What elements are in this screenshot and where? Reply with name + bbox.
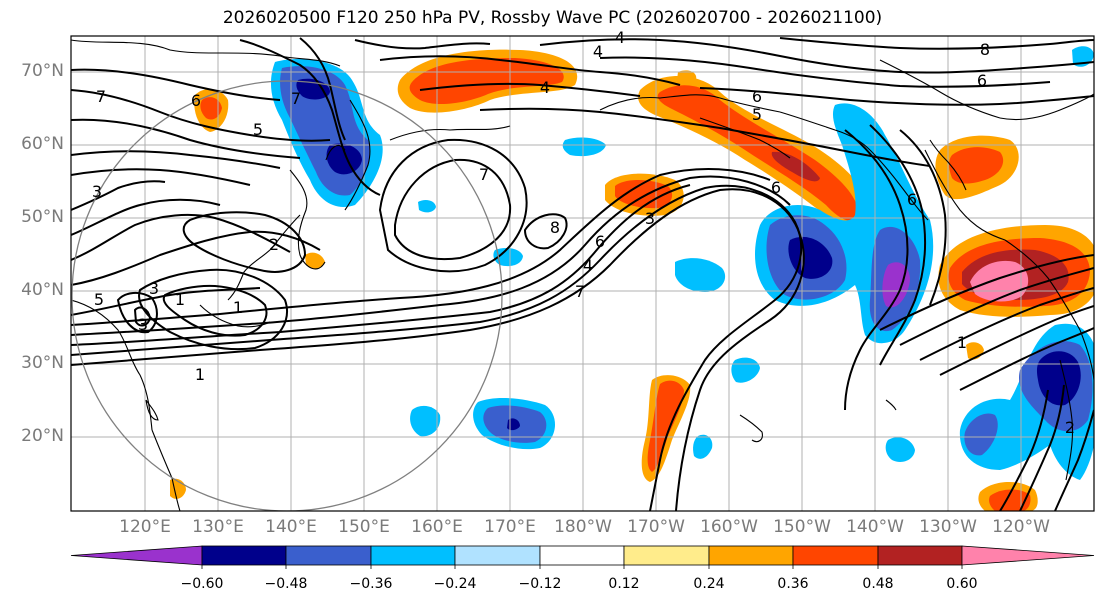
anomaly-negative-small (885, 437, 915, 462)
contour-label: 3 (138, 315, 148, 334)
contour-label-layer: 4 4 4 7 6 5 7 6 5 6 7 8 8 6 4 7 3 1 2 1 … (92, 28, 1075, 437)
anomaly-positive-alaska (771, 151, 820, 182)
lon-label: 130°E (192, 517, 244, 537)
colorbar-tick-label: 0.48 (862, 576, 894, 592)
region-circle (71, 80, 503, 511)
anomaly-positive-small (305, 252, 325, 269)
colorbar-segment (454, 545, 541, 566)
colorbar-segment (623, 545, 710, 566)
contour-label: 7 (575, 282, 585, 301)
colorbar-tick-label: 0.60 (946, 576, 978, 592)
contour-label: 6 (191, 91, 201, 110)
plot-title: 2026020500 F120 250 hPa PV, Rossby Wave … (222, 8, 883, 28)
lat-label: 50°N (21, 207, 64, 227)
contour-label: 6 (752, 87, 762, 106)
contour-label: 4 (593, 42, 603, 61)
colorbar-extend-min (70, 545, 203, 566)
anomaly-positive-canada (949, 147, 1004, 184)
contour-label: 4 (615, 28, 625, 47)
colorbar-tick-label: 0.24 (693, 576, 725, 592)
lat-label: 30°N (21, 353, 64, 373)
contour-label: 7 (291, 89, 301, 108)
anomaly-negative-small (675, 258, 726, 292)
anomaly-negative-small (418, 199, 436, 213)
anomaly-negative-gulf-alaska (788, 236, 833, 279)
anomaly-negative-small (493, 248, 523, 267)
map-frame (70, 35, 1095, 512)
colorbar-tick-label: −0.12 (518, 576, 562, 592)
contour-label: 1 (175, 290, 185, 309)
contour-label: 3 (92, 182, 102, 201)
anomaly-positive-small (200, 97, 222, 120)
lon-label: 140°W (846, 517, 904, 537)
contour-label: 7 (479, 165, 489, 184)
contour-label: 5 (253, 120, 263, 139)
contour-label: 6 (595, 232, 605, 251)
contour-label: 7 (96, 87, 106, 106)
anomaly-negative-kamchatka (326, 143, 362, 175)
anomaly-negative-small (562, 137, 606, 157)
anomaly-negative-gulf-alaska (882, 262, 910, 308)
colorbar (70, 545, 1095, 569)
lat-label: 40°N (21, 280, 64, 300)
lon-label: 160°W (700, 517, 758, 537)
coastlines (71, 39, 1094, 511)
colorbar-tick-label: −0.60 (180, 576, 224, 592)
contour-label: 6 (977, 71, 987, 90)
contour-label: 8 (550, 218, 560, 237)
contour-label: 8 (980, 40, 990, 59)
contour-label: 6 (771, 178, 781, 197)
lon-label: 150°W (773, 517, 831, 537)
lon-label: 180°W (554, 517, 612, 537)
colorbar-tick-label: −0.24 (433, 576, 477, 592)
contour-label: 3 (645, 209, 655, 228)
anomaly-negative-small (693, 434, 713, 459)
anomaly-positive-north-pacific (615, 180, 673, 209)
lon-label: 170°E (484, 517, 536, 537)
lat-label: 60°N (21, 134, 64, 154)
contour-label: 5 (94, 290, 104, 309)
lon-label: 160°E (411, 517, 463, 537)
lon-label: 130°W (919, 517, 977, 537)
colorbar-extend-max (961, 545, 1095, 566)
anomaly-positive-alaska (657, 85, 859, 221)
contour-label: 2 (1065, 418, 1075, 437)
colorbar-segment (792, 545, 879, 566)
colorbar-segment (370, 545, 456, 566)
contour-label: 2 (269, 235, 279, 254)
colorbar-segment (201, 545, 287, 566)
contour-label: 1 (957, 333, 967, 352)
lon-label: 120°E (119, 517, 171, 537)
colorbar-segment (285, 545, 372, 566)
pv-contours (71, 37, 1094, 511)
colorbar-tick-label: −0.48 (264, 576, 308, 592)
colorbar-tick-label: 0.36 (777, 576, 809, 592)
contour-label: 4 (540, 78, 550, 97)
anomaly-positive-hawaii-trough (647, 380, 684, 472)
anomaly-negative-southeast-us (964, 413, 998, 456)
anomaly-negative-small (410, 405, 441, 437)
lon-label: 170°W (627, 517, 685, 537)
contour-label: 1 (233, 298, 243, 317)
colorbar-tick-label: 0.12 (608, 576, 640, 592)
lat-label: 70°N (21, 61, 64, 81)
contour-label: 5 (752, 105, 762, 124)
contour-label: 6 (907, 190, 917, 209)
anomaly-positive-siberia (409, 58, 564, 105)
pv-anomaly-fill (170, 46, 1094, 511)
contour-label: 3 (149, 279, 159, 298)
lon-label: 140°E (265, 517, 317, 537)
anomaly-positive-small (989, 489, 1031, 511)
lon-label: 120°W (992, 517, 1050, 537)
colorbar-segment (539, 545, 625, 566)
contour-label: 4 (583, 256, 593, 275)
anomaly-positive-small (677, 70, 697, 85)
lat-label: 20°N (21, 426, 64, 446)
lon-label: 150°E (338, 517, 390, 537)
colorbar-tick-label: −0.36 (349, 576, 393, 592)
colorbar-segment (708, 545, 794, 566)
contour-label: 1 (195, 365, 205, 384)
colorbar-segment (877, 545, 963, 566)
